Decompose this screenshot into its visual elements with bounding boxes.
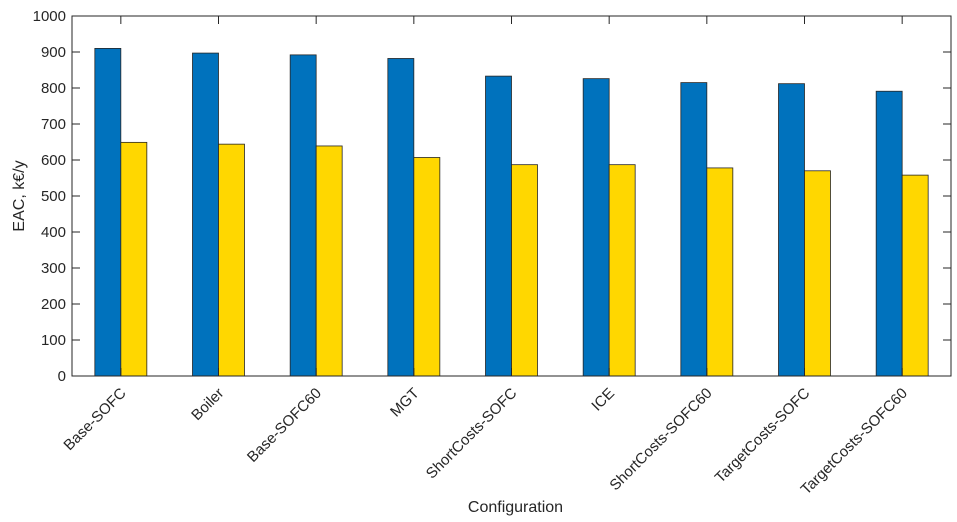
x-tick-label: MGT (387, 385, 423, 421)
bars-layer (94, 48, 929, 377)
x-tick-label: ShortCosts-SOFC60 (606, 385, 715, 494)
bar-series-1-shortcosts-sofc60 (680, 82, 708, 377)
bar-series-1-base-sofc60 (289, 54, 317, 377)
bar-series-1-shortcosts-sofc (485, 75, 512, 377)
y-axis-ticks: 0 100 200 300 400 500 600 700 800 900 1000 (33, 8, 951, 385)
bar-series-1-base-sofc (94, 48, 122, 377)
x-tick-label: Base-SOFC60 (244, 385, 325, 466)
y-tick-label: 600 (41, 152, 66, 169)
y-tick-label: 700 (41, 116, 66, 133)
bar-series-2-shortcosts-sofc (511, 164, 538, 377)
bar-series-1-mgt (387, 58, 415, 377)
bar-series-2-ice (608, 164, 636, 377)
x-tick-label: ICE (588, 385, 618, 415)
bar-series-2-targetcosts-sofc60 (901, 174, 929, 377)
y-tick-label: 200 (41, 296, 66, 313)
y-axis-label: EAC, k€/y (11, 160, 28, 231)
x-tick-label: Boiler (188, 385, 227, 424)
x-axis-label: Configuration (468, 499, 563, 516)
bar-series-2-base-sofc (120, 141, 148, 377)
y-tick-label: 800 (41, 80, 66, 97)
x-tick-label: TargetCosts-SOFC60 (798, 385, 911, 498)
bar-series-2-targetcosts-sofc (804, 170, 831, 377)
y-tick-label: 500 (41, 188, 66, 205)
x-tick-label: TargetCosts-SOFC (712, 385, 814, 487)
y-tick-label: 900 (41, 44, 66, 61)
y-tick-label: 1000 (33, 8, 66, 25)
x-tick-label: Base-SOFC (60, 385, 129, 454)
x-tick-label: ShortCosts-SOFC (423, 385, 521, 483)
bar-series-2-boiler (218, 143, 245, 377)
y-tick-label: 400 (41, 224, 66, 241)
y-tick-label: 0 (58, 368, 66, 385)
bar-series-2-shortcosts-sofc60 (706, 167, 734, 377)
y-tick-label: 300 (41, 260, 66, 277)
bar-series-1-boiler (192, 52, 219, 377)
bar-series-1-ice (582, 78, 610, 377)
bar-series-1-targetcosts-sofc60 (875, 90, 903, 377)
bar-series-2-base-sofc60 (315, 145, 343, 377)
bar-series-1-targetcosts-sofc (778, 83, 805, 377)
bar-series-2-mgt (413, 157, 441, 377)
y-tick-label: 100 (41, 332, 66, 349)
